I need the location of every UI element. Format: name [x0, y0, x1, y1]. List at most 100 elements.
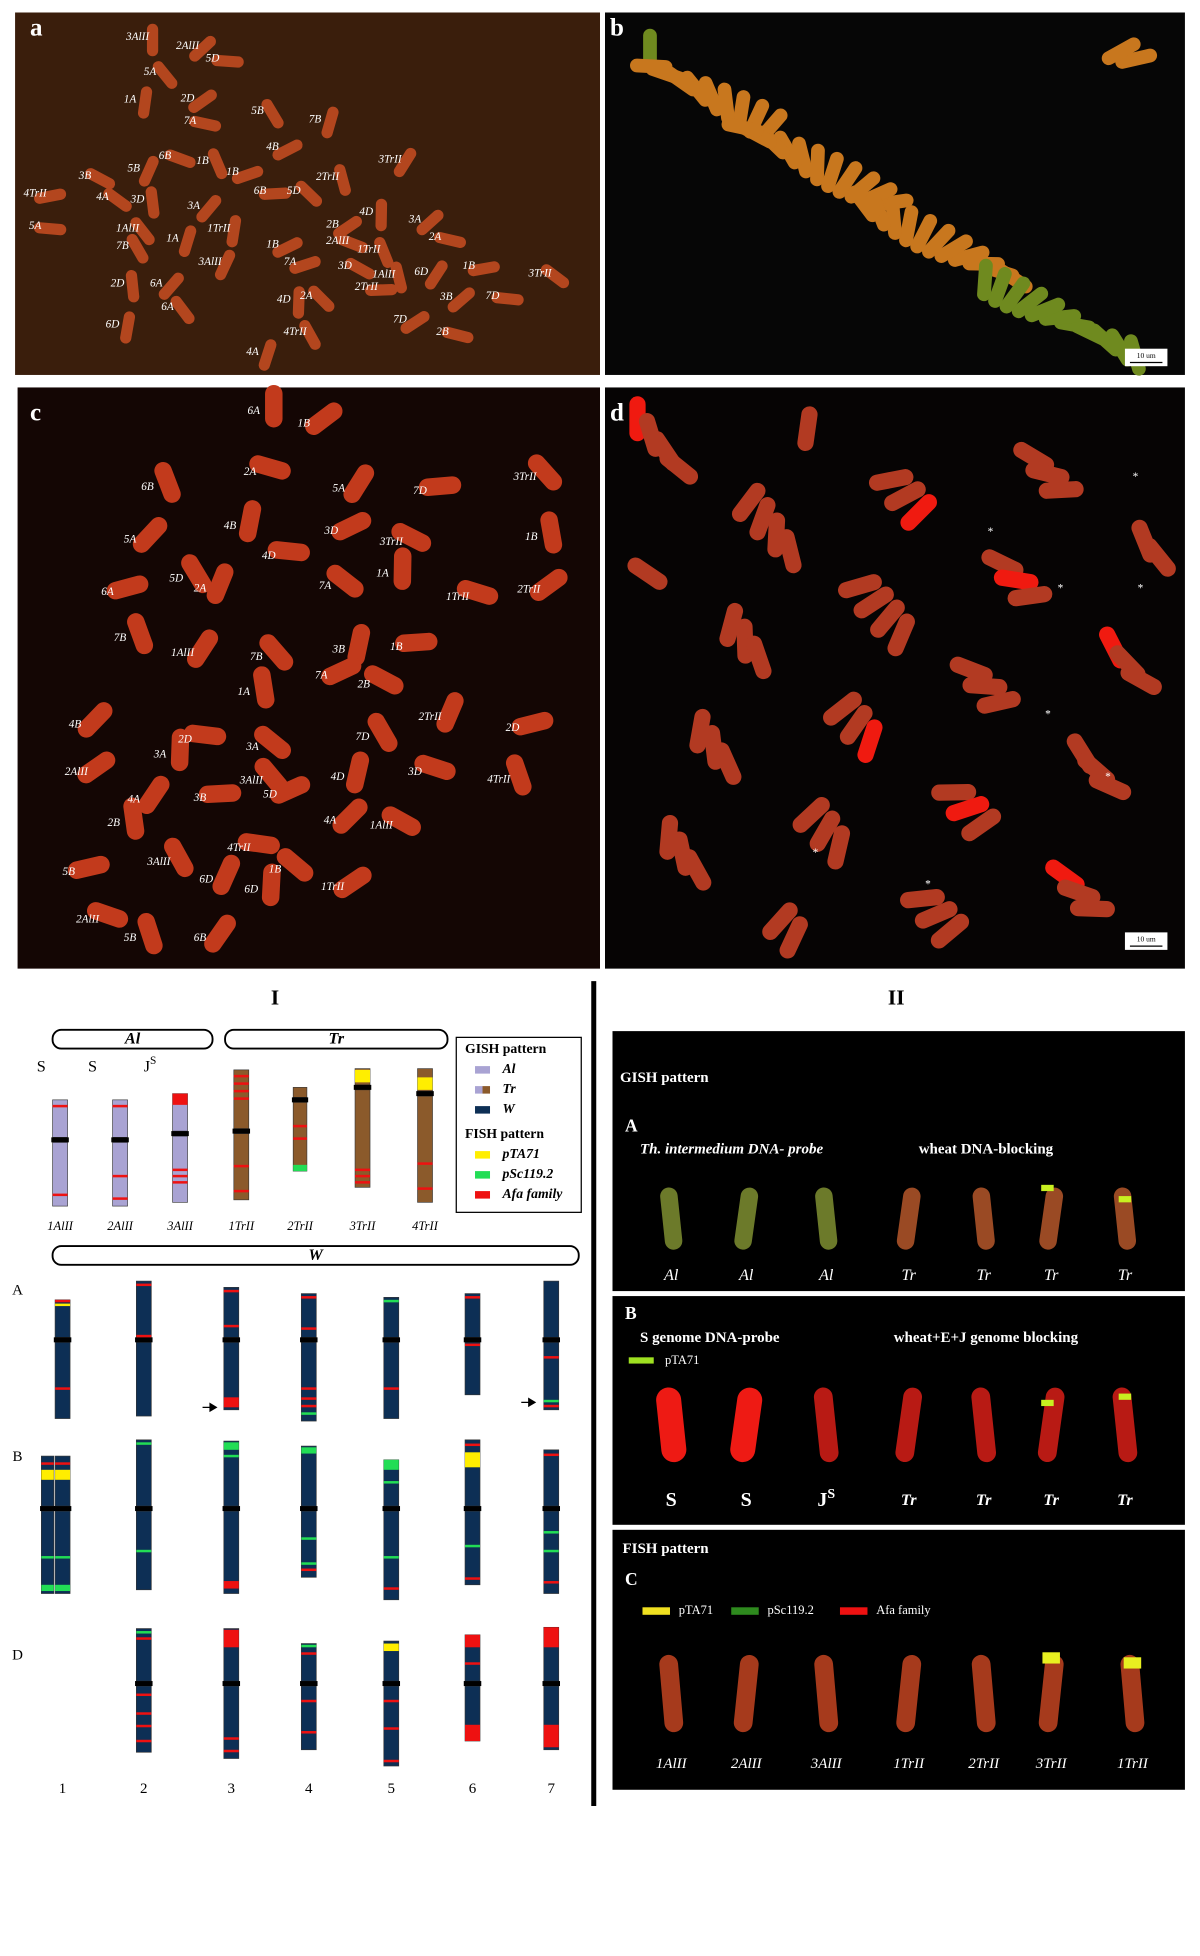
chromosome: [962, 677, 1008, 696]
legend-swatch: [475, 1086, 483, 1094]
band: [383, 1643, 399, 1652]
band: [223, 1442, 239, 1450]
chromosome-label: 7B: [250, 651, 263, 663]
chromosome: [698, 76, 724, 117]
chromosome: [154, 462, 181, 503]
centromere: [382, 1506, 401, 1512]
chromosome-arm: [300, 1293, 317, 1338]
chromosome-label: JS: [817, 1487, 835, 1511]
chromosome-label: 7A: [184, 115, 197, 127]
chromosome-label: Tr: [901, 1266, 916, 1284]
band: [223, 1737, 239, 1740]
chromosome: [540, 511, 563, 554]
chromosome-label: 5D: [206, 52, 220, 64]
chromosome: [971, 1654, 996, 1733]
band: [301, 1537, 317, 1540]
band: [172, 1168, 188, 1172]
chromosome-label: 4TrII: [487, 773, 511, 785]
chromosome-label: 4A: [324, 815, 337, 827]
band: [136, 1334, 152, 1338]
chromosome: [884, 481, 926, 512]
chromosome-arm: [300, 1510, 317, 1578]
band: [41, 1584, 54, 1592]
chromosome: [813, 1387, 839, 1463]
chromosome: [1024, 297, 1066, 323]
chromosome: [441, 326, 474, 344]
band: [136, 1442, 152, 1445]
chromosome: [627, 557, 668, 590]
label-sup: S: [827, 1487, 835, 1502]
chromosome: [1141, 538, 1176, 577]
chromosome: [375, 198, 388, 232]
chromosome: [779, 916, 808, 959]
chromosome-label: 4TrII: [227, 842, 251, 854]
legend-swatch: [475, 1191, 491, 1199]
band: [383, 1727, 399, 1730]
chromosome-label: 6D: [199, 873, 213, 885]
chromosome-label: 1TrII: [207, 222, 231, 234]
chromosome-label: 2B: [436, 326, 449, 338]
chromosome-arm: [135, 1280, 152, 1338]
legend-swatch: [475, 1151, 491, 1159]
chromosome: [1011, 286, 1049, 319]
band: [465, 1443, 481, 1447]
chromosome: [797, 406, 818, 452]
blocking-label: wheat+E+J genome blocking: [894, 1330, 1079, 1346]
signal: [1123, 1657, 1142, 1669]
band: [543, 1724, 559, 1748]
chromosome-arm: [292, 1087, 308, 1098]
chromosome-label: 6D: [106, 319, 120, 331]
chromosome-label: 1AlII: [116, 222, 140, 234]
chromosome: [367, 712, 398, 752]
chromosome: [178, 225, 197, 258]
chromosome-label: 3A: [187, 200, 201, 212]
probe-label: Th. intermedium DNA- probe: [640, 1141, 823, 1157]
chromosome-label: 6B: [141, 481, 154, 493]
legend-swatch: [642, 1607, 670, 1615]
chromosome-label: 3D: [337, 260, 352, 272]
chromosome-label: 1TrII: [357, 244, 381, 256]
chromosome: [103, 188, 132, 212]
chromosome-label: 2TrII: [316, 171, 340, 183]
chromosome: [231, 165, 264, 185]
band: [301, 1412, 317, 1415]
band: [55, 1299, 71, 1303]
row-label: A: [12, 1283, 23, 1299]
chromosome: [734, 1187, 759, 1250]
centromere: [300, 1681, 318, 1687]
chromosome: [945, 796, 990, 822]
chromosome-label: 4A: [96, 191, 109, 203]
chromosome-label: 5D: [263, 788, 277, 800]
centromere: [291, 1097, 309, 1103]
band: [465, 1343, 481, 1347]
chromosome-arm: [464, 1439, 481, 1507]
band: [172, 1093, 188, 1105]
chromosome: [910, 214, 938, 254]
chromosome-label: Tr: [901, 1491, 917, 1509]
chromosome-label: Tr: [1044, 1266, 1059, 1284]
band: [41, 1556, 54, 1559]
chromosome-label: 6B: [194, 932, 207, 944]
chromosome-label: Al: [663, 1266, 679, 1284]
chromosome: [125, 270, 140, 303]
band: [233, 1189, 249, 1193]
chromosome-label: 1B: [525, 531, 538, 543]
band: [41, 1462, 54, 1465]
chromosome: [254, 725, 292, 760]
chromosome: [839, 705, 873, 745]
chromosome: [792, 136, 813, 179]
band: [55, 1584, 71, 1592]
asterisk: *: [1057, 582, 1063, 594]
chromosome: [189, 35, 216, 62]
chromosome-label: 2AlII: [326, 235, 350, 247]
band: [233, 1082, 249, 1085]
centromere: [135, 1337, 153, 1343]
chromosome: [269, 776, 311, 804]
chromosome-arm: [300, 1643, 317, 1682]
band: [465, 1452, 481, 1468]
chromosome-label: 6A: [101, 586, 114, 598]
chromosome: [721, 117, 764, 138]
chromosome: [848, 185, 880, 223]
chromosome-label: 5B: [124, 932, 137, 944]
label-base: Tr: [901, 1491, 917, 1509]
